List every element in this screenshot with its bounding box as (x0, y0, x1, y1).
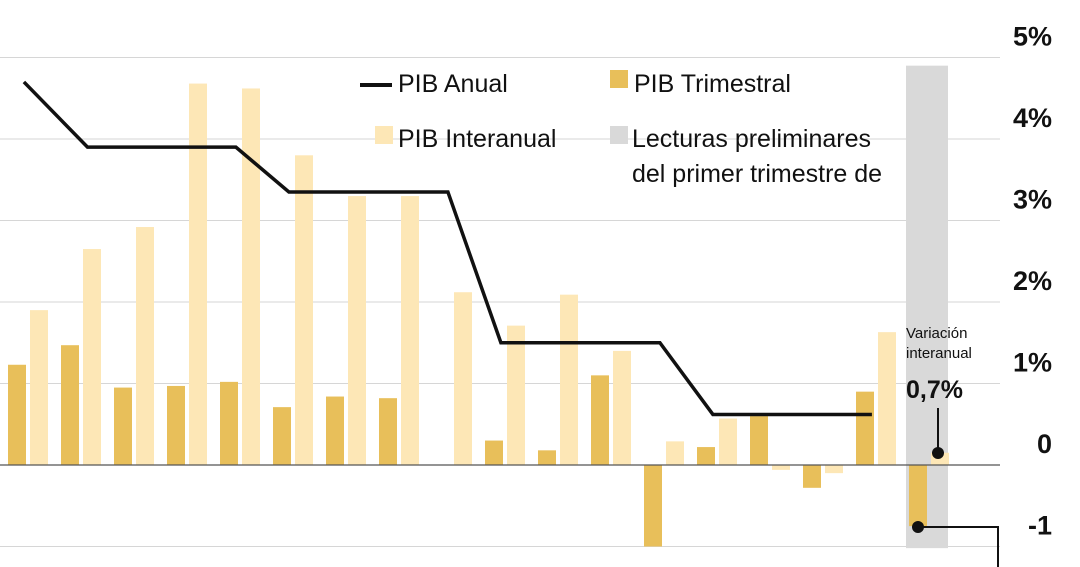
legend-label-anual: PIB Anual (398, 70, 508, 98)
legend: PIB Anual PIB Trimestral PIB Interanual … (360, 70, 882, 188)
annotation-line2: interanual (906, 345, 972, 362)
y-tick-label: 1% (1013, 348, 1052, 378)
interanual-bar (719, 418, 737, 465)
trimestral-bar (485, 440, 503, 465)
interanual-bar (401, 196, 419, 466)
trimestral-bar (909, 465, 927, 527)
trimestral-bar (644, 465, 662, 547)
y-tick-label: 5% (1013, 22, 1052, 52)
interanual-bar (507, 325, 525, 465)
legend-swatch-preliminar (610, 126, 628, 144)
interanual-bar (348, 196, 366, 466)
interanual-bar (136, 227, 154, 465)
trimestral-bar (750, 416, 768, 465)
trimestral-bar (8, 364, 26, 465)
trimestral-bar (856, 391, 874, 465)
trimestral-bar (220, 381, 238, 465)
y-tick-label: 2% (1013, 266, 1052, 296)
annotation-line1: Variación (906, 325, 967, 342)
annotation-value: 0,7% (906, 376, 963, 404)
y-tick-label: 4% (1013, 103, 1052, 133)
trimestral-bar (379, 398, 397, 465)
grid-lines (0, 57, 1000, 547)
legend-swatch-interanual (375, 126, 393, 144)
interanual-bar (825, 465, 843, 474)
interanual-bar (666, 441, 684, 465)
interanual-bar (560, 294, 578, 465)
legend-label-preliminar-1: Lecturas preliminares (632, 125, 871, 153)
trimestral-bar (803, 465, 821, 488)
interanual-bar (83, 249, 101, 465)
trimestral-bar (61, 345, 79, 465)
annotation-dot-top (932, 447, 944, 459)
interanual-bar (772, 465, 790, 470)
y-axis-tick-labels: 5% 4% 3% 2% 1% 0 -1 (1013, 22, 1052, 541)
interanual-bar (454, 292, 472, 465)
legend-label-preliminar-2: del primer trimestre de (632, 160, 882, 188)
y-tick-label: -1 (1028, 511, 1052, 541)
interanual-bar (30, 310, 48, 465)
legend-swatch-trimestral (610, 70, 628, 88)
trimestral-bar (591, 375, 609, 465)
interanual-bar (295, 155, 313, 466)
legend-label-interanual: PIB Interanual (398, 125, 556, 153)
interanual-bar (242, 88, 260, 465)
legend-label-trimestral: PIB Trimestral (634, 70, 791, 98)
interanual-bar (613, 350, 631, 465)
interanual-bar (878, 332, 896, 465)
trimestral-bar (167, 385, 185, 465)
interanual-bar (189, 83, 207, 465)
annotation-leader-bottom (918, 526, 999, 567)
trimestral-bar (538, 450, 556, 465)
trimestral-bar (697, 447, 715, 465)
annual-gdp-line (22, 80, 872, 417)
trimestral-bar (114, 387, 132, 465)
annotation: Variación interanual 0,7% (906, 325, 999, 567)
y-tick-label: 0 (1037, 429, 1052, 459)
y-tick-label: 3% (1013, 185, 1052, 215)
bars-group (8, 83, 949, 547)
trimestral-bar (326, 396, 344, 465)
trimestral-bar (273, 407, 291, 465)
